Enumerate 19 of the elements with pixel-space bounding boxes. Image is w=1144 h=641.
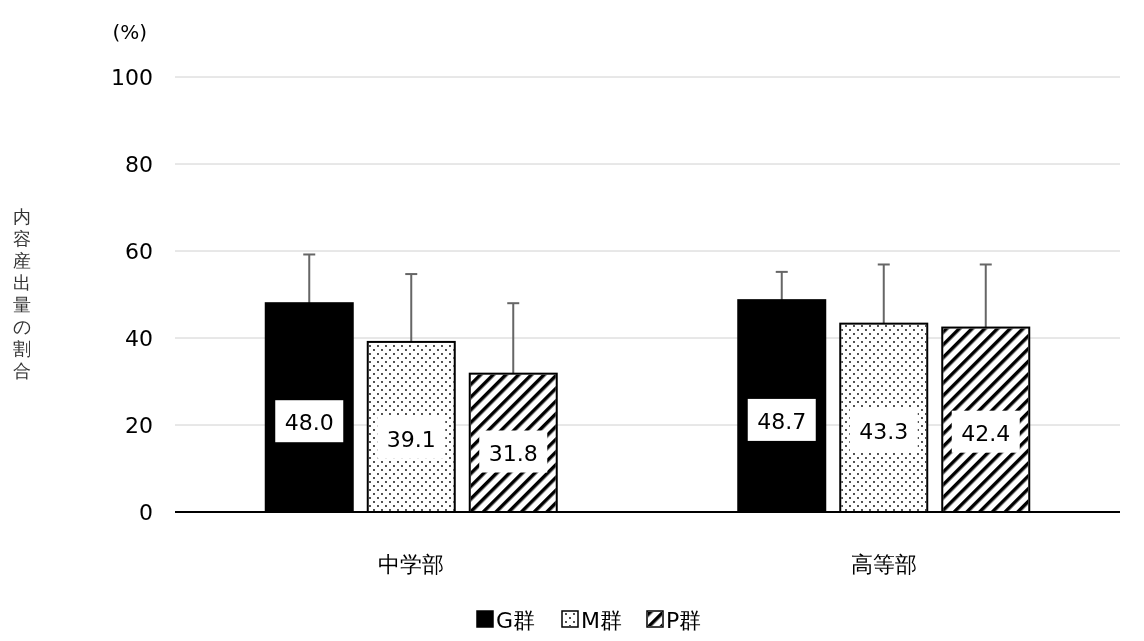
y-tick-label: 60 (125, 239, 153, 264)
x-tick-label: 高等部 (850, 552, 917, 577)
data-label: 48.0 (284, 410, 334, 436)
y-axis-title: 内容産出量の割合 (13, 205, 31, 381)
data-label: 31.8 (488, 440, 538, 466)
data-label: 48.7 (757, 408, 807, 434)
data-label: 43.3 (859, 419, 909, 445)
y-tick-label: 0 (139, 500, 153, 525)
legend-label: P群 (666, 608, 702, 633)
y-tick-label: 80 (125, 152, 153, 177)
x-tick-label: 中学部 (378, 552, 445, 577)
y-tick-label: 100 (111, 65, 153, 90)
y-tick-label: 20 (125, 413, 153, 438)
data-label: 39.1 (386, 426, 436, 452)
data-label: 42.4 (961, 420, 1011, 446)
y-tick-label: 40 (125, 326, 153, 351)
text: (%) (112, 20, 147, 44)
legend-label: G群 (496, 608, 536, 633)
legend-label: M群 (581, 608, 622, 633)
